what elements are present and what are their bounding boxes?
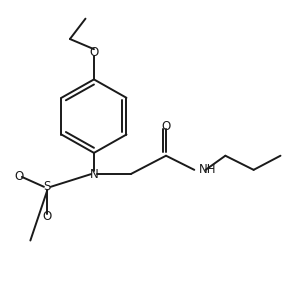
Text: S: S: [44, 180, 51, 193]
Text: O: O: [161, 120, 171, 132]
Text: O: O: [14, 170, 24, 183]
Text: N: N: [89, 168, 98, 180]
Text: NH: NH: [199, 163, 216, 176]
Text: O: O: [43, 210, 52, 223]
Text: O: O: [89, 46, 99, 59]
